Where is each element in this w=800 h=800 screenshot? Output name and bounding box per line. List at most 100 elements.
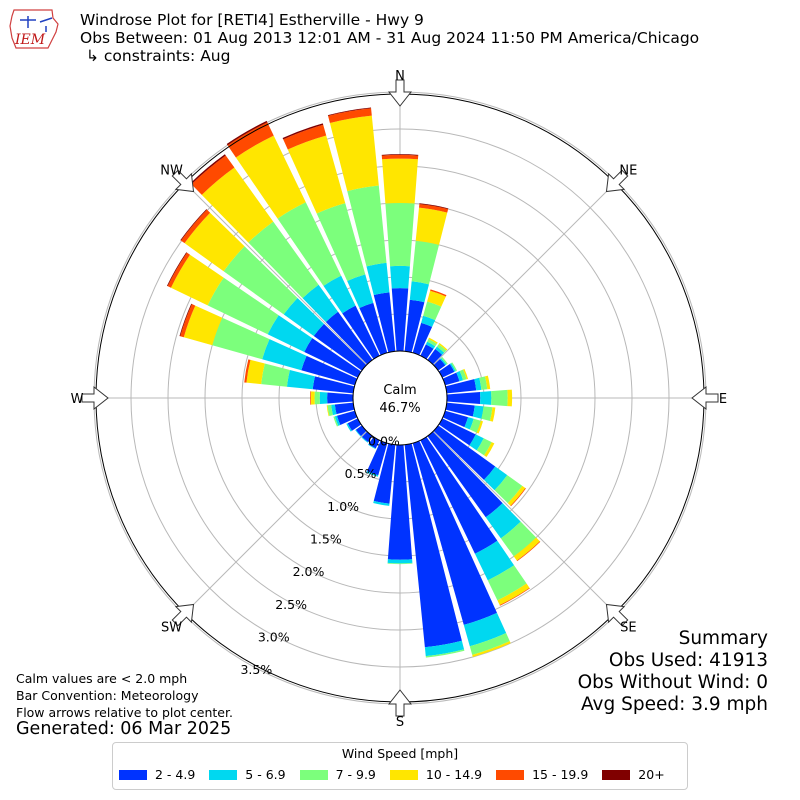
legend-items: 2 - 4.9 5 - 6.9 7 - 9.9 10 - 14.9 15 - 19.9 2… — [119, 767, 665, 782]
flow-arrow-icon — [387, 689, 413, 717]
wedge-segment — [207, 277, 279, 335]
flow-arrow-icon — [605, 169, 629, 193]
generated-date: Generated: 06 Mar 2025 — [16, 719, 232, 739]
wedge-segment — [469, 633, 510, 655]
wedge-segment — [474, 377, 482, 391]
wedge-segment — [167, 252, 191, 288]
wedge-segment — [510, 488, 526, 507]
convention-note: Bar Convention: Meteorology — [16, 688, 199, 703]
wedge-segment — [484, 375, 491, 390]
wedge-segment — [244, 359, 251, 383]
flow-arrow-icon — [171, 603, 195, 627]
wedge-segment — [359, 302, 388, 356]
wedge-segment — [445, 402, 475, 417]
wedge-segment — [483, 466, 508, 491]
summary-obs-without-wind: Obs Without Wind: 0 — [577, 672, 768, 693]
radial-tick-label: 1.5% — [310, 532, 342, 547]
wedge-segment — [435, 346, 445, 355]
wedge-segment — [507, 389, 513, 407]
wedge-segment — [302, 284, 339, 322]
wedge-segment — [226, 120, 268, 146]
direction-label: E — [719, 392, 727, 407]
wedge-segment — [441, 356, 448, 365]
flow-note: Flow arrows relative to plot center. — [16, 705, 233, 720]
wedge-segment — [438, 343, 448, 351]
wedge-segment — [316, 203, 366, 281]
wedge-segment — [325, 311, 373, 365]
wedge-segment — [387, 559, 413, 564]
wedge-segment — [451, 362, 458, 372]
wedge-segment — [499, 587, 530, 606]
wedge-segment — [409, 281, 429, 303]
wedge-segment — [329, 115, 379, 192]
wedge-segment — [336, 410, 358, 425]
flow-arrow-icon — [171, 169, 195, 193]
grid-spoke — [184, 182, 368, 366]
wedge-segment — [368, 444, 376, 450]
wedge-segment — [490, 407, 496, 422]
wedge-segment — [382, 158, 418, 204]
wedge-segment — [235, 135, 306, 219]
wedge-segment — [516, 541, 541, 562]
direction-label: SE — [620, 620, 636, 635]
grid-spoke — [432, 430, 616, 614]
flow-arrow-icon — [387, 79, 413, 107]
wedge-segment — [387, 444, 413, 560]
wedge-segment — [412, 440, 497, 625]
wedge-segment — [248, 221, 319, 299]
wedge-segment — [442, 372, 460, 386]
legend-swatch — [119, 769, 147, 780]
summary-avg-speed: Avg Speed: 3.9 mph — [580, 694, 768, 715]
wedge-segment — [427, 349, 443, 365]
legend: Wind Speed [mph] 2 - 4.9 5 - 6.9 7 - 9.9 10… — [112, 742, 688, 790]
radial-tick-label: 3.0% — [258, 630, 290, 645]
wedge-segment — [327, 392, 354, 404]
wedge-segment — [420, 436, 498, 554]
chart-title: Windrose Plot for [RETI4] Estherville - … — [80, 11, 424, 29]
wedge-segment — [442, 410, 469, 428]
wedge-segment — [227, 122, 274, 158]
wedge-segment — [326, 405, 330, 417]
wedge-segment — [411, 240, 440, 285]
wedge-segment — [381, 154, 419, 156]
wedge-segment — [418, 203, 449, 213]
wedge-segment — [301, 355, 358, 386]
radial-tick-label: 2.0% — [293, 564, 325, 579]
radial-tick-label: 1.0% — [327, 499, 359, 514]
legend-swatch — [602, 769, 631, 780]
wedge-segment — [433, 358, 446, 371]
wedge-segment — [425, 649, 465, 658]
calm-value: 46.7% — [379, 401, 420, 416]
wedge-segment — [497, 583, 530, 606]
wedge-segment — [342, 305, 380, 360]
direction-label: S — [396, 715, 404, 730]
legend-entry: 5 - 6.9 — [209, 767, 286, 782]
wedge-segment — [427, 290, 446, 307]
wedge-segment — [355, 429, 362, 437]
wedge-segment — [179, 303, 192, 337]
flow-arrow-icon — [691, 385, 719, 411]
wedge-segment — [463, 612, 507, 647]
legend-swatch — [209, 769, 238, 780]
legend-label: 5 - 6.9 — [245, 767, 286, 782]
calm-label: Calm — [383, 383, 416, 398]
wedge-segment — [430, 289, 447, 297]
wedge-segment — [190, 154, 226, 185]
wedge-segment — [366, 471, 379, 477]
wedge-segment — [472, 405, 484, 419]
wedge-segment — [261, 363, 290, 387]
flow-arrow-icon — [81, 385, 109, 411]
wedge-segment — [420, 344, 434, 360]
wedge-segment — [421, 315, 436, 327]
legend-swatch — [299, 769, 328, 780]
wedge-segment — [513, 537, 540, 561]
wedge-segment — [445, 379, 477, 394]
wedge-segment — [277, 202, 342, 286]
legend-title: Wind Speed [mph] — [341, 746, 459, 761]
wedge-segment — [507, 485, 526, 506]
wedge-segment — [463, 368, 469, 380]
wedge-segment — [500, 521, 537, 557]
wedge-segment — [391, 288, 409, 352]
constraints-label: ↳ constraints: Aug — [86, 47, 231, 65]
wedge-segment — [323, 275, 356, 314]
